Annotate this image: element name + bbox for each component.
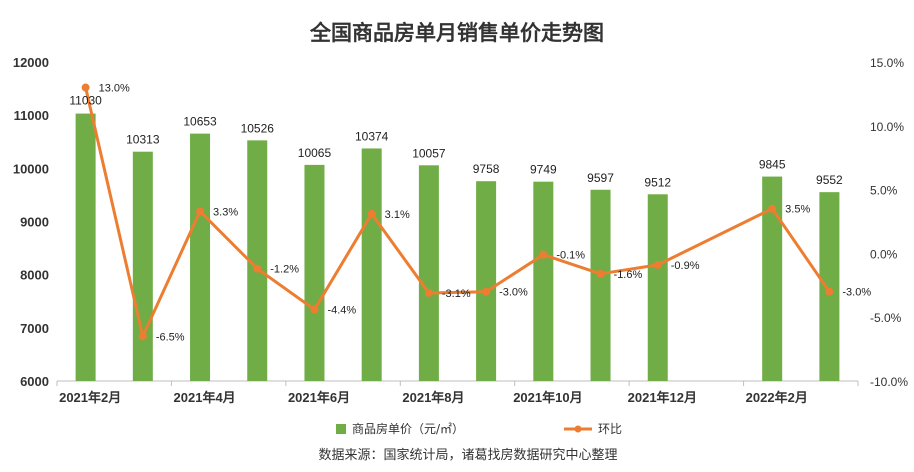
line-point bbox=[138, 332, 147, 341]
line-data-label: 13.0% bbox=[99, 83, 130, 95]
line-data-label: -1.6% bbox=[614, 269, 643, 281]
right-y-tick-label: 10.0% bbox=[870, 120, 904, 134]
bar-data-label: 10065 bbox=[298, 146, 332, 160]
legend: 商品房单价（元/㎡） 环比 bbox=[336, 421, 622, 436]
line-point bbox=[825, 287, 834, 296]
line-data-label: -0.1% bbox=[556, 250, 585, 262]
bar bbox=[418, 165, 439, 381]
bar-data-label: 11030 bbox=[69, 94, 102, 108]
bar bbox=[476, 181, 497, 381]
right-y-tick-label: 15.0% bbox=[870, 56, 904, 70]
legend-bar-label: 商品房单价（元/㎡） bbox=[352, 421, 464, 436]
x-tick-label: 2021年2月 bbox=[59, 390, 121, 405]
x-tick-label: 2021年8月 bbox=[402, 390, 464, 405]
bar bbox=[762, 176, 783, 381]
line-data-label: -6.5% bbox=[156, 331, 185, 343]
line-point bbox=[81, 83, 90, 92]
bar-data-label: 10526 bbox=[241, 121, 275, 135]
right-y-tick-label: -5.0% bbox=[870, 311, 902, 325]
x-tick-label: 2021年6月 bbox=[288, 390, 350, 405]
bar bbox=[819, 192, 840, 381]
bar-data-label: 9552 bbox=[816, 173, 843, 187]
left-y-tick-label: 7000 bbox=[20, 321, 49, 336]
line-data-label: -3.0% bbox=[499, 287, 528, 299]
bar-data-label: 9845 bbox=[759, 158, 786, 172]
bar bbox=[361, 148, 382, 381]
left-y-tick-label: 8000 bbox=[20, 268, 49, 283]
line-point bbox=[539, 250, 548, 259]
line-data-labels: 13.0% -6.5% 3.3% -1.2% -4.4% 3.1% -3.1% -3.0% -0… bbox=[99, 83, 872, 344]
bar bbox=[304, 164, 325, 381]
bar bbox=[590, 189, 611, 381]
line-point bbox=[768, 204, 777, 213]
line-data-label: 3.1% bbox=[385, 209, 410, 221]
right-y-tick-label: -10.0% bbox=[870, 375, 908, 389]
bar-data-label: 10057 bbox=[412, 146, 446, 160]
bar-series bbox=[75, 113, 840, 382]
bar-data-label: 9512 bbox=[644, 175, 671, 189]
right-y-tick-label: 0.0% bbox=[870, 247, 898, 261]
line-point bbox=[367, 209, 376, 218]
line-point bbox=[424, 288, 433, 297]
left-y-tick-label: 11000 bbox=[14, 108, 49, 123]
line-data-label: -3.0% bbox=[842, 287, 871, 299]
bar bbox=[647, 194, 668, 381]
x-tick-label: 2021年12月 bbox=[628, 390, 697, 405]
line-data-label: 3.5% bbox=[785, 204, 810, 216]
bar-data-label: 10653 bbox=[183, 115, 217, 129]
bar-data-label: 10374 bbox=[355, 129, 389, 143]
line-point bbox=[196, 207, 205, 216]
x-tick-label: 2021年4月 bbox=[174, 390, 236, 405]
x-tick-label: 2022年2月 bbox=[746, 390, 808, 405]
line-point bbox=[310, 305, 319, 314]
legend-line-label: 环比 bbox=[598, 422, 622, 436]
bar bbox=[132, 151, 153, 381]
right-y-axis: -10.0% -5.0% 0.0% 5.0% 10.0% 15.0% bbox=[870, 56, 908, 389]
bar-data-labels: 11030 10313 10653 10526 10065 10374 10057 9758 9… bbox=[69, 94, 843, 190]
data-source-note: 数据来源：国家统计局，诸葛找房数据研究中心整理 bbox=[318, 447, 617, 463]
line-series bbox=[81, 83, 834, 341]
bar-data-label: 9758 bbox=[473, 162, 500, 176]
line-data-label: 3.3% bbox=[213, 206, 238, 218]
bar-data-label: 10313 bbox=[126, 133, 160, 147]
left-y-tick-label: 9000 bbox=[20, 215, 49, 230]
bar bbox=[190, 133, 211, 381]
line-data-label: -4.4% bbox=[327, 305, 356, 317]
bar bbox=[75, 113, 96, 382]
chart-title: 全国商品房单月销售单价走势图 bbox=[309, 21, 604, 45]
x-axis: 2021年2月 2021年4月 2021年6月 2021年8月 2021年10月 2021… bbox=[56, 380, 859, 405]
line-point bbox=[482, 287, 491, 296]
bar-data-label: 9749 bbox=[530, 163, 557, 177]
legend-bar-swatch bbox=[336, 424, 346, 434]
line-data-label: -3.1% bbox=[442, 288, 471, 300]
line-data-label: -1.2% bbox=[270, 264, 299, 276]
left-y-tick-label: 10000 bbox=[13, 161, 49, 176]
x-tick-label: 2021年10月 bbox=[513, 390, 582, 405]
bar bbox=[247, 140, 268, 381]
left-y-tick-label: 6000 bbox=[20, 374, 49, 389]
legend-line-marker bbox=[574, 425, 582, 433]
left-y-tick-label: 12000 bbox=[13, 55, 49, 70]
line-point bbox=[653, 260, 662, 269]
line-data-label: -0.9% bbox=[671, 260, 700, 272]
right-y-tick-label: 5.0% bbox=[870, 184, 898, 198]
left-y-axis: 6000 7000 8000 9000 10000 11000 12000 bbox=[13, 55, 49, 389]
bar-data-label: 9597 bbox=[587, 171, 614, 185]
bar bbox=[533, 181, 554, 381]
line-point bbox=[596, 269, 605, 278]
line-point bbox=[253, 264, 262, 273]
